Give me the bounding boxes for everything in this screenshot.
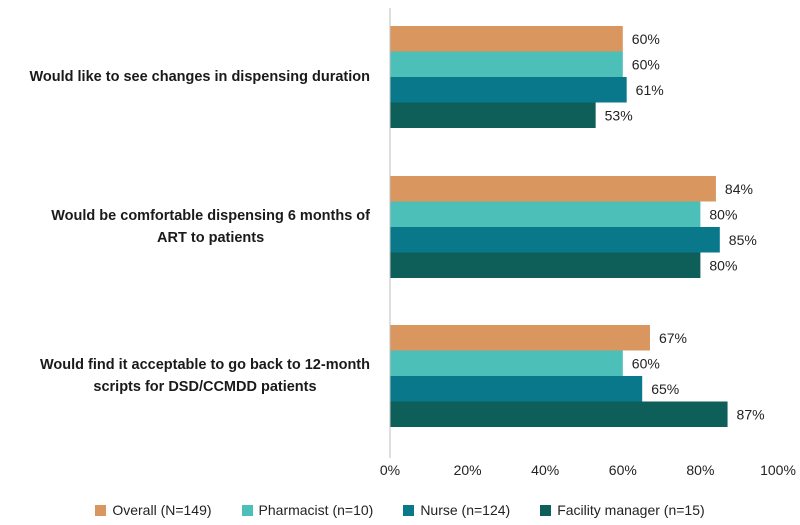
legend-swatch — [241, 504, 253, 516]
bar — [390, 350, 623, 376]
legend-label: Facility manager (n=15) — [557, 502, 705, 518]
x-tick-label: 60% — [609, 462, 637, 478]
x-tick-label: 100% — [760, 462, 796, 478]
bar — [390, 51, 623, 77]
legend-swatch — [540, 504, 552, 516]
data-label: 67% — [659, 330, 687, 346]
legend-label: Overall (N=149) — [112, 502, 212, 518]
bar — [390, 376, 643, 402]
data-label: 87% — [737, 406, 765, 422]
category-label: Would be comfortable dispensing 6 months… — [51, 205, 370, 249]
x-tick-label: 40% — [531, 462, 559, 478]
legend-label: Pharmacist (n=10) — [258, 502, 374, 518]
bar-chart: 0% 20% 40% 60% 80% 100% 60% 60% 61%53% 84% 80% 85% 8… — [380, 8, 796, 478]
legend: Overall (N=149) Pharmacist (n=10) Nurse (n… — [0, 502, 800, 518]
bar — [390, 176, 716, 202]
data-label: 80% — [709, 206, 737, 222]
data-label: 60% — [632, 355, 660, 371]
legend-item: Nurse (n=124) — [403, 502, 510, 518]
data-label: 84% — [725, 181, 753, 197]
category-label-line: scripts for DSD/CCMDD patients — [93, 379, 317, 395]
bar — [390, 26, 623, 52]
bar — [390, 252, 701, 278]
legend-swatch — [95, 504, 107, 516]
bar — [390, 227, 720, 253]
data-label: 60% — [632, 31, 660, 47]
x-tick-label: 0% — [380, 462, 400, 478]
bar — [390, 102, 596, 128]
bar — [390, 325, 650, 351]
category-label-line: Would find it acceptable to go back to 1… — [39, 357, 370, 373]
category-label-line: Would be comfortable dispensing 6 months… — [51, 208, 370, 224]
bar — [390, 201, 701, 227]
data-label: 65% — [651, 381, 679, 397]
data-label: 61% — [636, 82, 664, 98]
data-label: 80% — [709, 257, 737, 273]
data-label: 53% — [605, 107, 633, 123]
category-label: Would like to see changes in dispensing … — [29, 66, 370, 88]
category-label-line: Would like to see changes in dispensing … — [29, 69, 370, 85]
bar — [390, 401, 728, 427]
legend-label: Nurse (n=124) — [420, 502, 511, 518]
legend-item: Facility manager (n=15) — [540, 502, 705, 518]
data-label: 85% — [729, 232, 757, 248]
legend-swatch — [403, 504, 415, 516]
legend-item: Overall (N=149) — [95, 502, 212, 518]
category-label: Would find it acceptable to go back to 1… — [40, 354, 370, 398]
x-tick-label: 20% — [454, 462, 482, 478]
bar — [390, 77, 627, 103]
legend-item: Pharmacist (n=10) — [241, 502, 374, 518]
data-label: 60% — [632, 56, 660, 72]
x-tick-label: 80% — [686, 462, 714, 478]
category-label-line: ART to patients — [157, 230, 265, 246]
